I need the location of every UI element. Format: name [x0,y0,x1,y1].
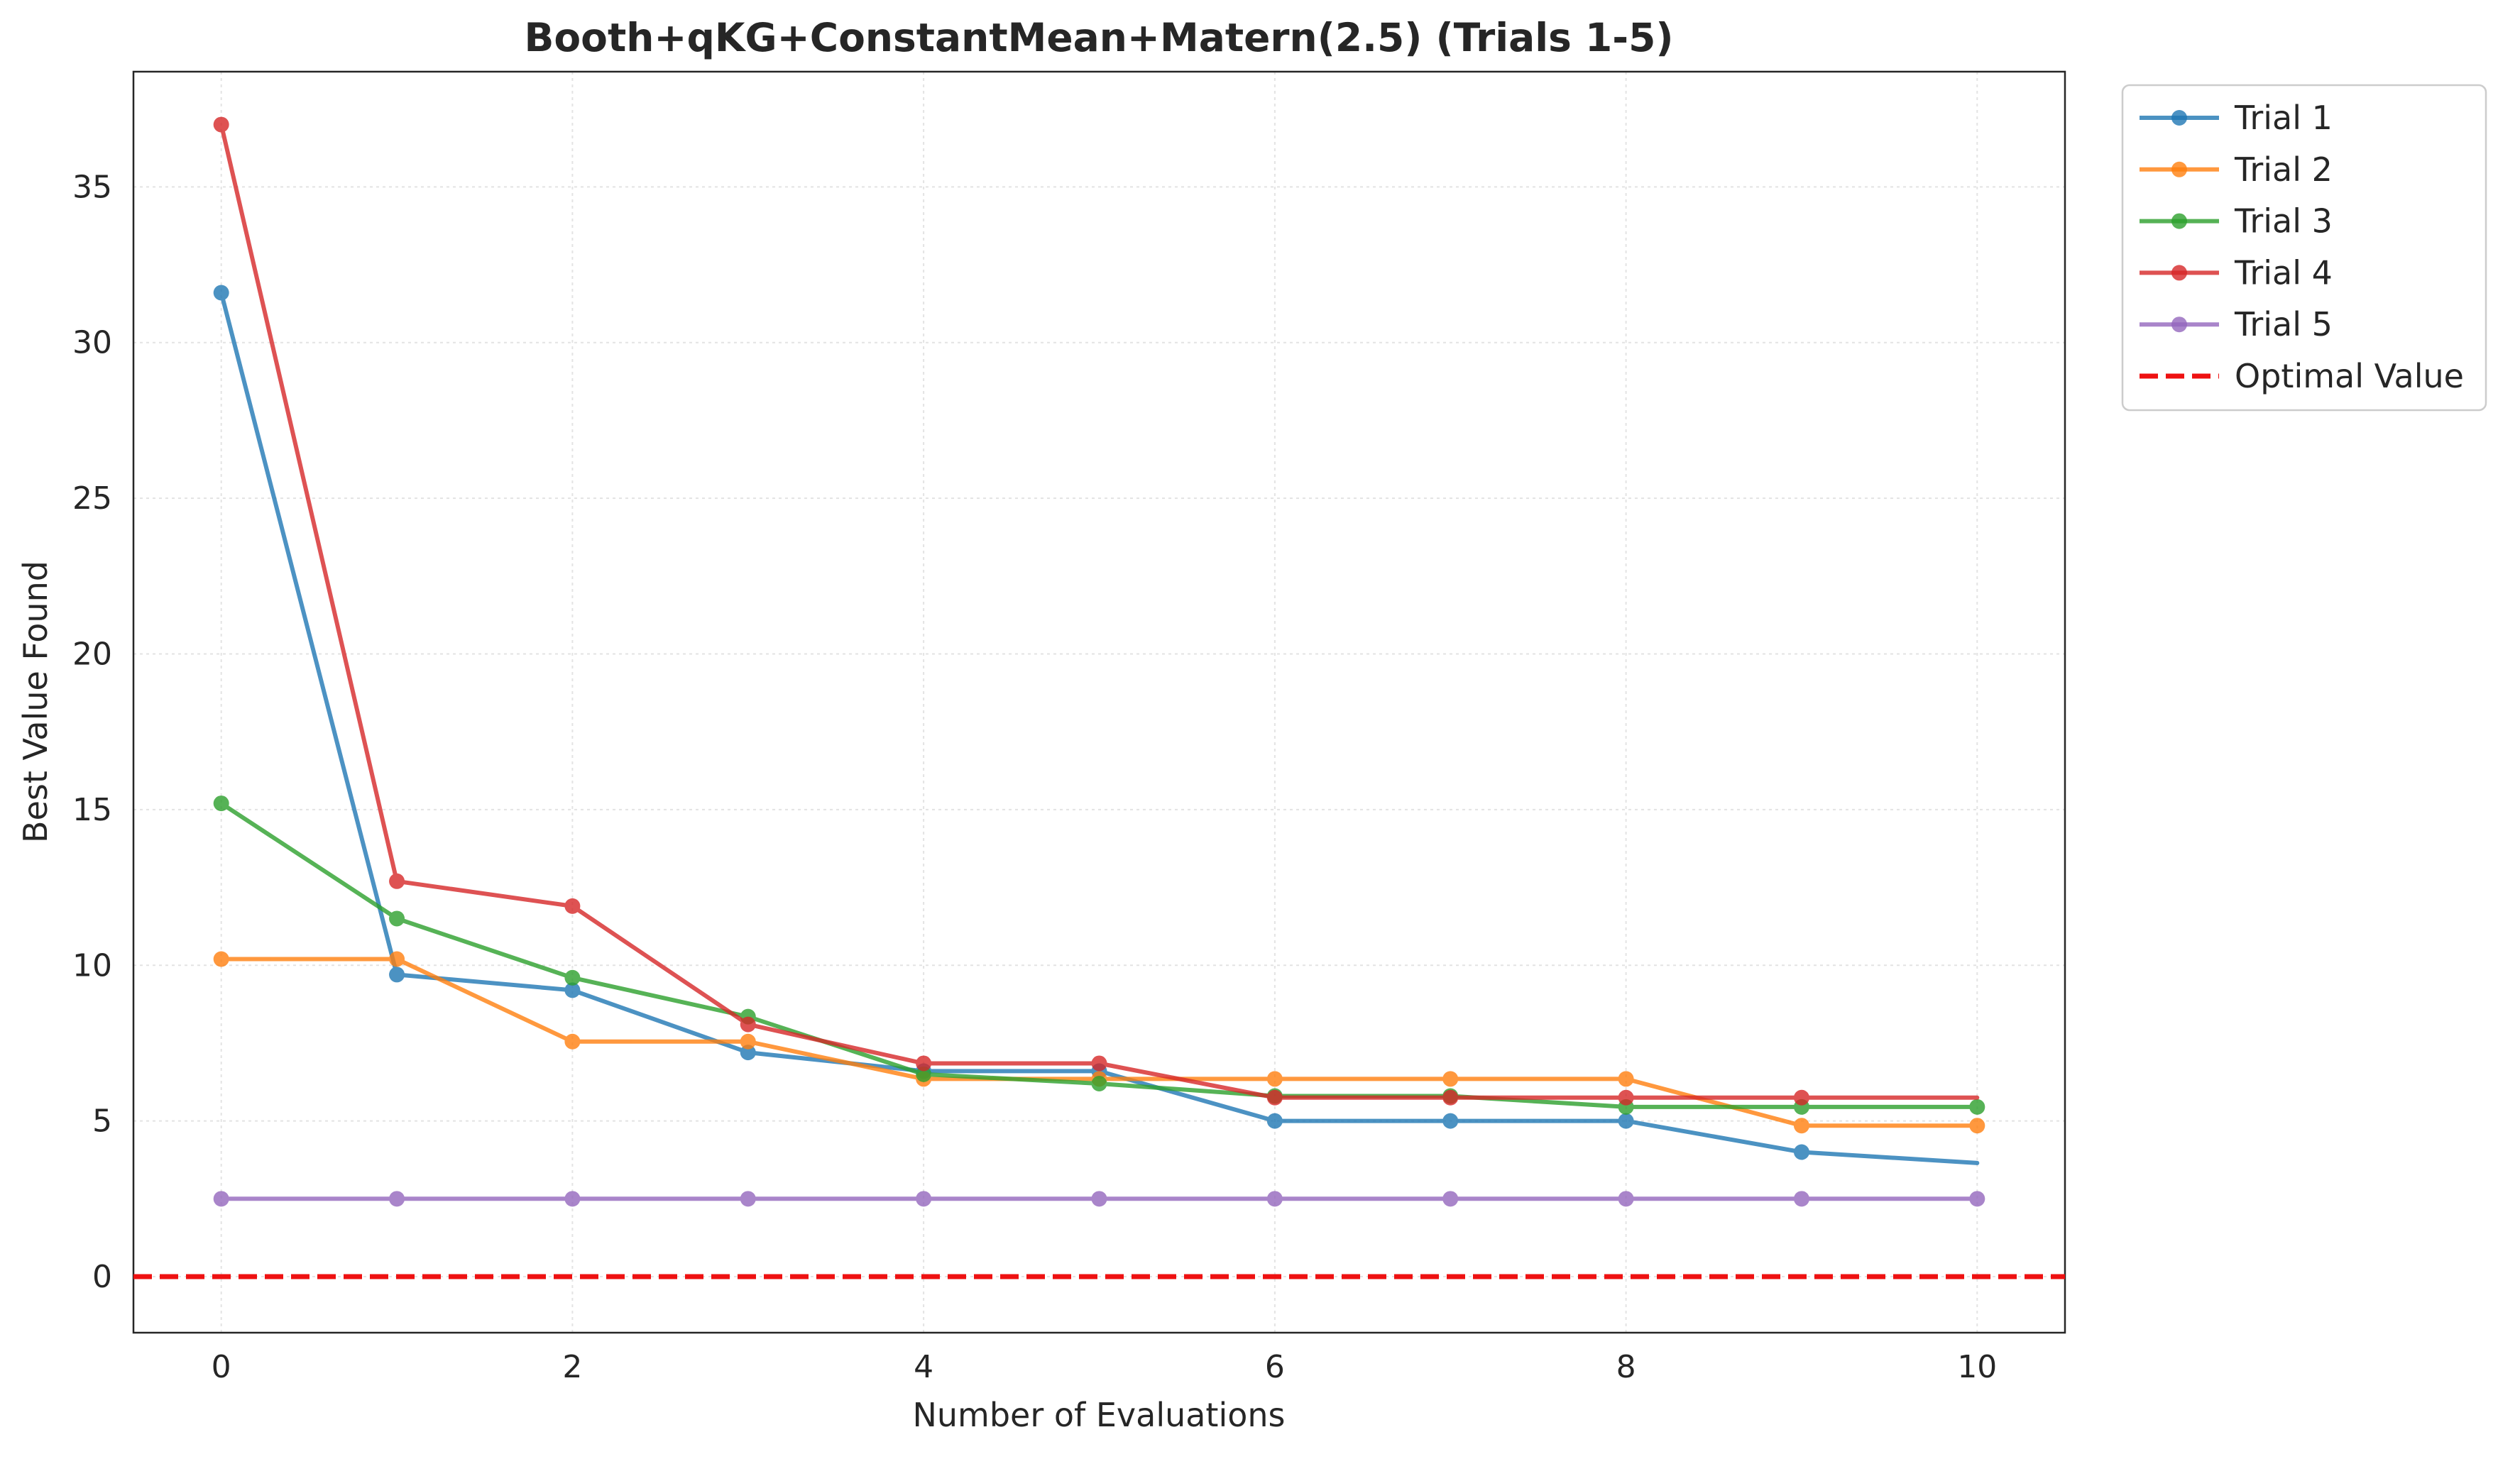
data-point-trial-4-x1 [389,873,405,889]
data-point-trial-4-x6 [1266,1089,1283,1106]
legend-label-2: Trial 2 [2234,150,2333,189]
data-point-trial-1-x8 [1618,1113,1634,1129]
data-point-trial-2-x7 [1442,1071,1459,1087]
data-point-trial-2-x6 [1266,1071,1283,1087]
data-point-trial-1-x7 [1442,1113,1459,1129]
x-tick-label-5: 10 [1957,1349,1997,1385]
data-point-trial-5-x10 [1969,1191,1985,1207]
data-point-trial-4-x5 [1091,1055,1107,1072]
data-point-trial-5-x5 [1091,1191,1107,1207]
data-point-trial-4-x9 [1793,1089,1809,1106]
data-point-trial-3-x10 [1969,1099,1985,1115]
legend-label-3: Trial 3 [2234,202,2333,241]
legend-marker-1 [2171,110,2187,126]
x-axis: 0 2 4 6 8 10 [212,1349,1998,1385]
legend-marker-4 [2171,265,2187,281]
y-tick-label-2: 10 [72,947,112,984]
data-point-trial-4-x0 [213,116,229,133]
data-point-trial-3-x4 [916,1066,932,1082]
data-point-trial-4-x7 [1442,1089,1459,1106]
y-tick-label-4: 20 [72,636,112,672]
data-point-trial-1-x3 [740,1045,756,1061]
data-point-trial-3-x0 [213,795,229,812]
data-point-trial-5-x3 [740,1191,756,1207]
y-tick-label-6: 30 [72,325,112,361]
legend-marker-5 [2171,316,2187,333]
plot-area-frame [132,70,2066,1334]
y-tick-label-5: 25 [72,480,112,517]
data-point-trial-1-x2 [564,982,581,998]
data-point-trial-5-x0 [213,1191,229,1207]
x-axis-label: Number of Evaluations [912,1396,1285,1434]
data-point-trial-1-x1 [389,967,405,983]
data-point-trial-3-x5 [1091,1075,1107,1091]
data-point-trial-2-x9 [1793,1118,1809,1134]
legend: Trial 1 Trial 2 Trial 3 Trial 4 Trial 5 Optim… [2121,84,2487,412]
legend-item-3: Trial 3 [2140,202,2333,241]
legend-item-2: Trial 2 [2140,150,2333,189]
data-point-trial-2-x3 [740,1033,756,1050]
data-point-trial-2-x8 [1618,1071,1634,1087]
x-tick-label-4: 8 [1616,1349,1636,1385]
data-point-trial-2-x1 [389,951,405,967]
series-layer [133,116,2065,1279]
data-point-trial-5-x1 [389,1191,405,1207]
data-point-trial-2-x2 [564,1033,581,1050]
legend-label-6: Optimal Value [2235,357,2464,395]
y-tick-label-0: 0 [92,1259,112,1295]
x-tick-label-2: 4 [914,1349,933,1385]
y-tick-label-3: 15 [72,792,112,828]
data-point-trial-3-x2 [564,969,581,986]
legend-label-4: Trial 4 [2234,253,2333,292]
y-axis-label: Best Value Found [16,561,55,843]
series-trial-4 [213,116,1980,1106]
chart-title: Booth+qKG+ConstantMean+Matern(2.5) (Tria… [524,15,1673,60]
data-point-trial-1-x6 [1266,1113,1283,1129]
legend-item-1: Trial 1 [2140,99,2333,137]
data-point-trial-5-x4 [916,1191,932,1207]
y-tick-label-7: 35 [72,169,112,205]
data-point-trial-4-x2 [564,898,581,914]
legend-item-4: Trial 4 [2140,253,2333,292]
data-point-trial-5-x6 [1266,1191,1283,1207]
data-point-trial-2-x0 [213,951,229,967]
x-tick-label-0: 0 [212,1349,231,1385]
data-point-trial-5-x9 [1793,1191,1809,1207]
legend-label-1: Trial 1 [2234,99,2333,137]
legend-marker-3 [2171,213,2187,229]
legend-box [2121,84,2487,412]
data-point-trial-3-x1 [389,910,405,927]
legend-marker-2 [2171,161,2187,177]
legend-item-6: Optimal Value [2140,357,2464,395]
series-trial-5 [213,1191,1985,1207]
y-axis: 0 5 10 15 20 25 30 35 [72,169,112,1295]
data-point-trial-2-x10 [1969,1118,1985,1134]
legend-label-5: Trial 5 [2234,305,2333,343]
data-point-trial-1-x9 [1793,1144,1809,1160]
x-tick-label-1: 2 [562,1349,582,1385]
x-tick-label-3: 6 [1265,1349,1285,1385]
data-point-trial-5-x8 [1618,1191,1634,1207]
data-point-trial-4-x8 [1618,1089,1634,1106]
data-point-trial-4-x4 [916,1055,932,1072]
legend-item-5: Trial 5 [2140,305,2333,343]
data-point-trial-5-x7 [1442,1191,1459,1207]
data-point-trial-4-x3 [740,1016,756,1033]
y-tick-label-1: 5 [92,1103,112,1140]
data-point-trial-5-x2 [564,1191,581,1207]
data-point-trial-1-x0 [213,285,229,301]
